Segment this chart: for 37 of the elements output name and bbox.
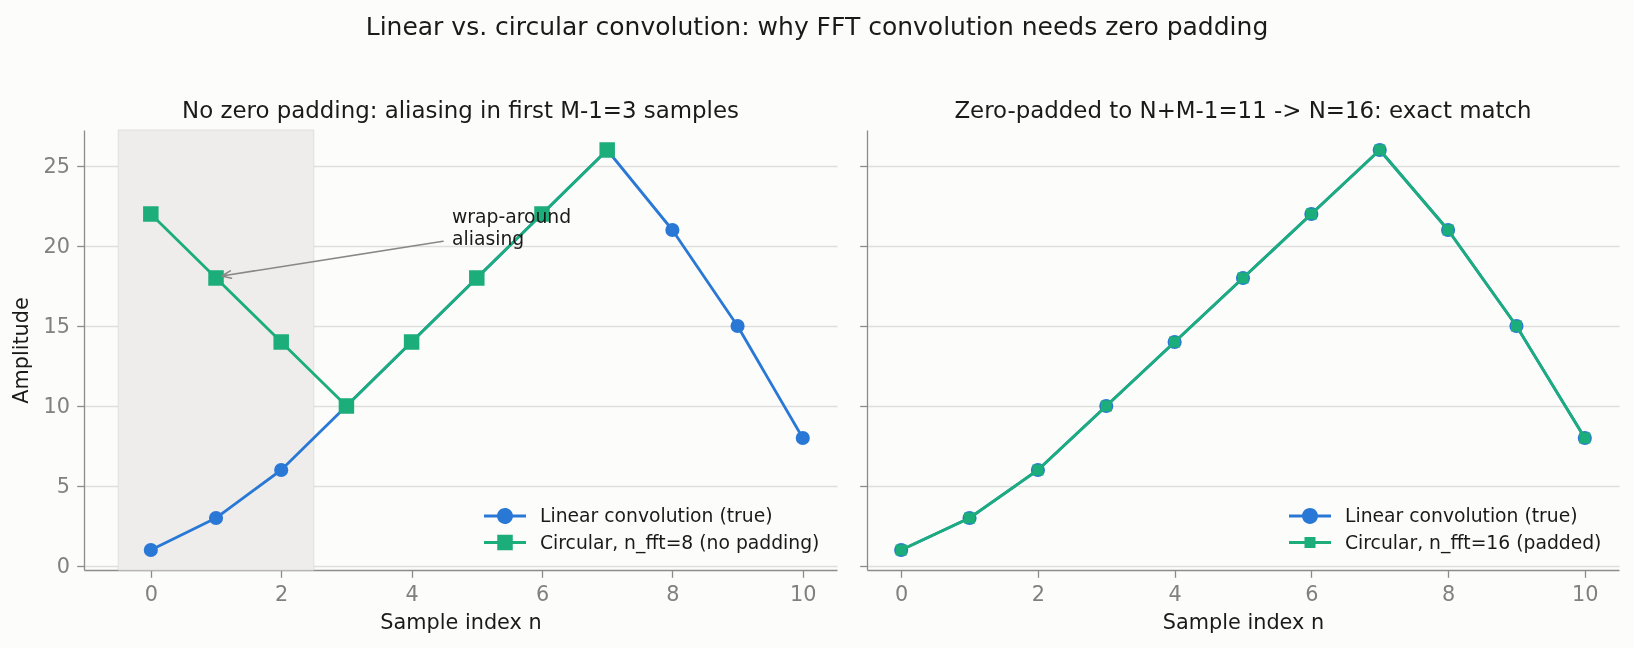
x-tick-label: 6 [1305,582,1319,607]
point [274,462,289,478]
y-tick-label: 25 [43,153,70,178]
x-tick-label: 2 [275,582,289,607]
point [208,270,224,286]
x-tick-label: 10 [790,582,817,607]
x-tick-label: 0 [895,582,909,607]
y-tick-label: 0 [56,553,70,578]
text: Linear vs. circular convolution: why FFT convolution needs zero padding [364,10,1270,43]
y-tick-label: 5 [56,473,70,498]
x-tick-label: 4 [1168,582,1182,607]
point [273,334,289,350]
chart-title: Zero-padded to N+M-1=11 -> N=16: exact match [954,97,1532,124]
legend-label: Circular, n_fft=16 (padded) [1345,531,1602,554]
legend-label: Circular, n_fft=8 (no padding) [540,531,820,554]
point [795,430,810,446]
x-axis-title: Sample index n [1162,609,1325,634]
x-tick-label: 10 [1572,582,1599,607]
y-tick-label: 10 [43,393,70,418]
x-axis-title: Sample index n [380,609,542,634]
x-tick-label: 8 [1441,582,1456,607]
point [665,222,680,238]
point [143,542,158,558]
x-tick-label: 8 [666,582,680,607]
x-tick-label: 4 [405,582,419,607]
x-tick-label: 2 [1031,582,1046,607]
y-tick-label: 20 [43,233,70,258]
x-tick-label: 6 [535,582,550,607]
point [208,510,224,526]
chart-title: No zero padding: aliasing in first M-1=3 samples [182,96,739,123]
y-axis-title: Amplitude [9,297,34,404]
legend-label: Linear convolution (true) [1345,505,1578,526]
point [730,318,745,334]
legend-label: Linear convolution (true) [540,505,773,526]
point [143,206,159,222]
x-tick-label: 0 [144,582,158,607]
y-tick-label: 15 [43,313,70,338]
